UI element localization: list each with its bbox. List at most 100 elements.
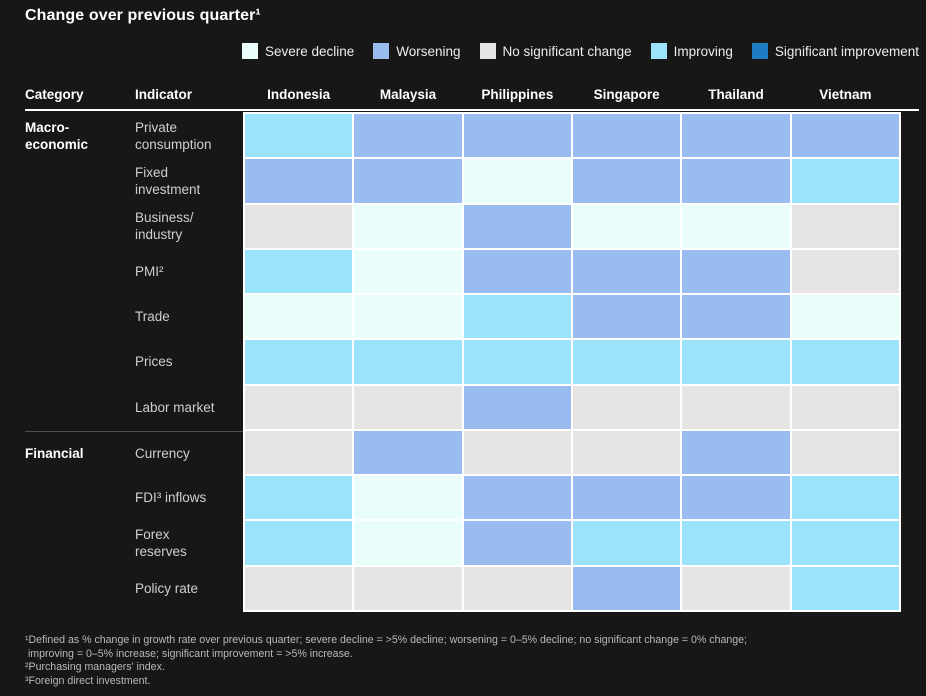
- indicator-label: Forex reserves: [135, 527, 187, 560]
- heatmap-cell: [354, 340, 462, 384]
- heatmap-cell: [463, 566, 571, 610]
- heatmap-cell: [791, 295, 899, 339]
- heatmap-cell: [354, 566, 462, 610]
- header-rule: [25, 109, 919, 111]
- row-labels: Macro- economic Private consumption Fixed …: [25, 112, 243, 612]
- heatmap-cell: [245, 340, 353, 384]
- heatmap-cell: [245, 476, 353, 520]
- heatmap-cell: [245, 295, 353, 339]
- heatmap-cell: [573, 476, 681, 520]
- heatmap-cell: [791, 385, 899, 429]
- heatmap-cell: [245, 114, 353, 158]
- heatmap-cell: [354, 295, 462, 339]
- label-row: Prices: [25, 340, 243, 383]
- heatmap-cell: [354, 521, 462, 565]
- heatmap-grid: [243, 112, 901, 612]
- label-row: Labor market: [25, 386, 243, 429]
- heatmap-cell: [245, 385, 353, 429]
- heatmap-cell: [791, 114, 899, 158]
- heatmap-cell: [463, 521, 571, 565]
- heatmap-cell: [682, 566, 790, 610]
- heatmap-cell: [682, 476, 790, 520]
- label-row: Macro- economic Private consumption: [25, 114, 243, 157]
- heatmap-cell: [682, 430, 790, 475]
- legend-label: Improving: [673, 43, 733, 59]
- label-row: Policy rate: [25, 567, 243, 610]
- heatmap-cell: [682, 340, 790, 384]
- heatmap-cell: [463, 114, 571, 158]
- heatmap-cell: [682, 159, 790, 203]
- legend: Severe decline Worsening No significant ch…: [0, 43, 919, 59]
- indicator-column-header: Indicator: [135, 87, 193, 102]
- indicator-label: Private consumption: [135, 119, 212, 152]
- table-header: Category Indicator Indonesia Malaysia Phil…: [25, 87, 901, 105]
- heatmap-cell: [463, 476, 571, 520]
- heatmap-cell: [682, 114, 790, 158]
- severe_decline-swatch-icon: [241, 43, 258, 59]
- no_significant_change-swatch-icon: [479, 43, 496, 59]
- heatmap-cell: [463, 295, 571, 339]
- column-header-thailand: Thailand: [708, 87, 764, 102]
- indicator-label: Fixed investment: [135, 164, 201, 197]
- heatmap-cell: [354, 114, 462, 158]
- significant_improvement-swatch-icon: [751, 43, 768, 59]
- heatmap-cell: [682, 385, 790, 429]
- footnote-line: ³Foreign direct investment.: [25, 674, 151, 687]
- heatmap-cell: [463, 385, 571, 429]
- heatmap-cell: [573, 114, 681, 158]
- column-header-singapore: Singapore: [593, 87, 660, 102]
- indicator-label: PMI²: [135, 263, 164, 279]
- heatmap-cell: [354, 249, 462, 294]
- legend-label: No significant change: [502, 43, 632, 59]
- heatmap-cell: [573, 521, 681, 565]
- label-row: Forex reserves: [25, 521, 243, 564]
- heatmap-cell: [573, 385, 681, 429]
- indicator-label: Policy rate: [135, 580, 199, 596]
- indicator-label: FDI³ inflows: [135, 490, 207, 506]
- legend-item-worsening: Worsening: [373, 43, 461, 59]
- heatmap-cell: [354, 159, 462, 203]
- heatmap-cell: [463, 204, 571, 248]
- column-header-indonesia: Indonesia: [267, 87, 331, 102]
- heatmap-cell: [245, 521, 353, 565]
- label-row: Financial Currency: [25, 430, 243, 474]
- heatmap-cell: [245, 566, 353, 610]
- footnote-line: ²Purchasing managers' index.: [25, 661, 165, 674]
- heatmap-cell: [682, 521, 790, 565]
- heatmap-cell: [354, 476, 462, 520]
- footnote-line: ¹Defined as % change in growth rate over…: [25, 634, 747, 646]
- heatmap-cell: [573, 159, 681, 203]
- heatmap-cell: [682, 249, 790, 294]
- heatmap-cell: [791, 476, 899, 520]
- label-row: PMI²: [25, 250, 243, 293]
- heatmap-cell: [245, 430, 353, 475]
- legend-item-significant_improvement: Significant improvement: [751, 43, 919, 59]
- indicator-label: Business/ industry: [135, 210, 194, 243]
- heatmap-cell: [463, 249, 571, 294]
- heatmap-cell: [791, 204, 899, 248]
- label-row: Fixed investment: [25, 159, 243, 202]
- improving-swatch-icon: [650, 43, 667, 59]
- heatmap-cell: [573, 204, 681, 248]
- heatmap-cell: [245, 249, 353, 294]
- heatmap-cell: [682, 204, 790, 248]
- heatmap-cell: [791, 521, 899, 565]
- indicator-label: Currency: [135, 445, 190, 461]
- label-row: Trade: [25, 295, 243, 338]
- label-row: FDI³ inflows: [25, 476, 243, 519]
- heatmap-cell: [573, 566, 681, 610]
- legend-label: Severe decline: [264, 43, 355, 59]
- heatmap-cell: [463, 159, 571, 203]
- heatmap-cell: [682, 295, 790, 339]
- category-label: Macro- economic: [25, 119, 89, 152]
- heatmap-cell: [573, 430, 681, 475]
- country-column-headers: Indonesia Malaysia Philippines Singapore Tha…: [243, 87, 901, 105]
- legend-label: Worsening: [396, 43, 461, 59]
- heatmap-cell: [354, 385, 462, 429]
- heatmap-cell: [791, 159, 899, 203]
- heatmap-cell: [354, 430, 462, 475]
- heatmap-cell: [463, 340, 571, 384]
- heatmap-cell: [573, 249, 681, 294]
- heatmap-cell: [573, 295, 681, 339]
- page-title: Change over previous quarter¹: [25, 7, 261, 24]
